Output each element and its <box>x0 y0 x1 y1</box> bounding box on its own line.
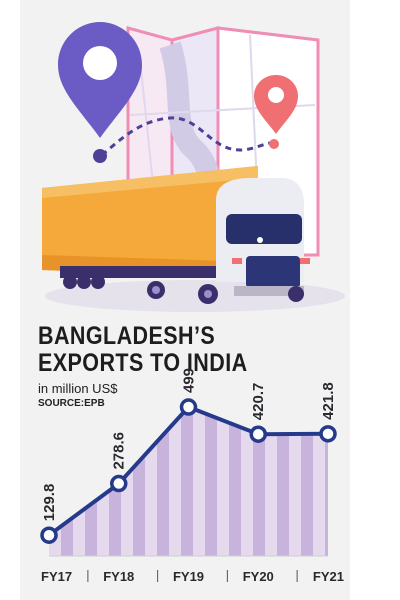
series-line <box>47 405 329 537</box>
value-label-fy20: 420.7 <box>250 383 267 421</box>
x-tick-label-fy17: FY17 <box>41 569 72 584</box>
data-point-fy19 <box>179 398 198 416</box>
area-stripe <box>133 407 145 556</box>
destination-pin-icon <box>254 75 298 134</box>
area-stripe <box>253 407 265 556</box>
truck-map-illustration <box>42 22 345 312</box>
location-pin-icon <box>58 22 142 138</box>
area-stripe <box>217 407 229 556</box>
area-stripe <box>241 407 253 556</box>
route-path <box>101 116 275 157</box>
area-stripe <box>265 407 277 556</box>
chart-title-line-2: EXPORTS TO INDIA <box>38 349 248 377</box>
x-tick-label-fy20: FY20 <box>243 569 274 584</box>
x-tick-label-fy21: FY21 <box>313 569 344 584</box>
infographic-card: BANGLADESH’S EXPORTS TO INDIA in million… <box>20 0 350 600</box>
area-stripe <box>157 407 169 556</box>
area-stripe <box>277 407 289 556</box>
data-point-fy20 <box>249 425 267 443</box>
value-label-fy21: 421.8 <box>320 382 337 420</box>
chart-title-line-1: BANGLADESH’S <box>38 322 216 350</box>
data-point-fy18 <box>110 474 128 493</box>
data-point-fy17 <box>40 526 58 544</box>
area-stripe <box>145 407 157 556</box>
area-stripe <box>169 407 181 556</box>
data-point-fy21 <box>319 425 337 443</box>
area-stripe <box>313 407 325 556</box>
area-stripe <box>229 407 241 556</box>
x-tick-label-fy19: FY19 <box>173 569 204 584</box>
route-start-dot <box>93 149 107 163</box>
area-stripe <box>121 407 133 556</box>
truck-icon <box>42 166 345 312</box>
route-end-dot <box>269 139 279 149</box>
area-stripe <box>193 407 205 556</box>
source-note: SOURCE:EPB <box>38 398 105 409</box>
value-label-fy17: 129.8 <box>41 484 58 522</box>
area-stripe <box>181 407 193 556</box>
chart-subtitle-units: in million US$ <box>38 381 118 396</box>
area-stripe <box>325 407 328 556</box>
area-stripe <box>205 407 217 556</box>
area-stripe <box>301 407 313 556</box>
area-stripe <box>289 407 301 556</box>
value-label-fy18: 278.6 <box>111 432 128 470</box>
x-tick-label-fy18: FY18 <box>103 569 134 584</box>
